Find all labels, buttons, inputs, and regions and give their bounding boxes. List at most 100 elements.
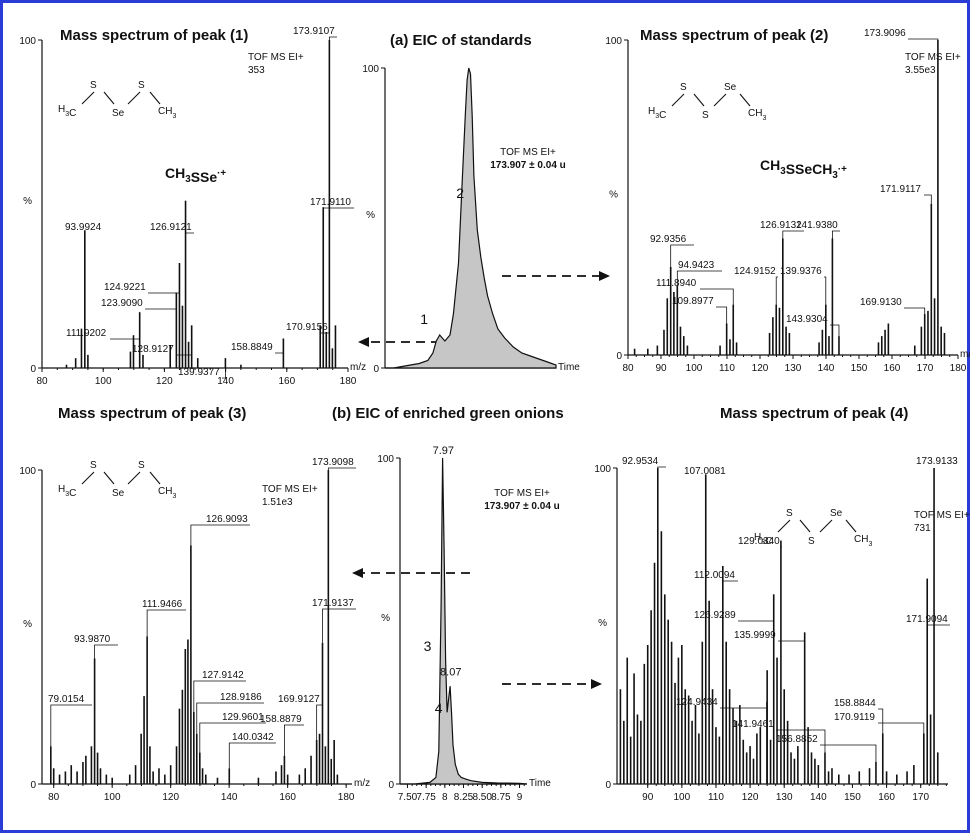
peak-label: 158.8844 xyxy=(834,698,876,709)
x-tick-label: 100 xyxy=(104,792,121,803)
structure-atom: H3C xyxy=(754,532,772,547)
peak-label: 128.9186 xyxy=(220,692,262,703)
x-tick-label: 110 xyxy=(708,792,724,803)
x-tick-label: 120 xyxy=(742,792,759,803)
y-axis-label: % xyxy=(381,613,390,624)
peak-label: 129.0340 xyxy=(738,536,780,547)
info-label: 173.907 ± 0.04 u xyxy=(490,160,566,171)
chart-p2: 0 100% 80 90 100 110 120 130 140 150 160 170 180 m/z M… xyxy=(605,27,970,374)
y-tick-label: 100 xyxy=(377,454,394,465)
chart-title: Mass spectrum of peak (1) xyxy=(60,27,248,44)
peak-label: 111.9202 xyxy=(66,328,107,339)
peak-label: 141.9461 xyxy=(732,719,774,730)
peak-leader xyxy=(185,200,194,234)
peak-leader xyxy=(824,276,827,305)
peak-label: 170.9156 xyxy=(286,322,328,333)
x-tick-label: 80 xyxy=(36,376,48,387)
structure-atom: H3C xyxy=(58,104,76,119)
peak-leader xyxy=(670,244,694,267)
peak-leader xyxy=(716,306,728,324)
peak-leader xyxy=(199,722,266,753)
peak-leader xyxy=(676,270,722,286)
peak-leader xyxy=(775,276,778,305)
peak-leader xyxy=(322,608,356,643)
arrow-head-peak-4 xyxy=(591,679,602,689)
x-axis-label: m/z xyxy=(350,362,366,373)
chromatogram-area xyxy=(385,67,557,369)
structure-bond xyxy=(799,519,811,533)
structure-formula: H3C S Se S CH3 xyxy=(58,80,176,120)
x-tick-label: 150 xyxy=(851,363,868,374)
y-axis-label: % xyxy=(23,619,32,630)
info-label: TOF MS EI+ xyxy=(500,147,556,158)
x-tick-label: 180 xyxy=(950,363,967,374)
peak-leader xyxy=(190,524,250,546)
info-label: TOF MS EI+ xyxy=(905,52,961,63)
x-tick-label: 120 xyxy=(162,792,179,803)
x-tick-label: 170 xyxy=(912,792,929,803)
peak-label: 158.8879 xyxy=(260,714,302,725)
structure-atom: H3C xyxy=(648,106,666,121)
peak-leader xyxy=(782,230,804,239)
x-tick-label: 9 xyxy=(517,792,523,803)
structure-atom: CH3 xyxy=(158,106,176,120)
peak-leader xyxy=(322,207,354,209)
x-tick-label: 130 xyxy=(785,363,802,374)
x-tick-label: 120 xyxy=(156,376,173,387)
peak-leader xyxy=(319,325,330,334)
structure-atom: S xyxy=(680,82,687,93)
y-axis-label: % xyxy=(609,190,618,201)
x-tick-label: 90 xyxy=(655,363,667,374)
peak-leader xyxy=(926,578,950,626)
structure-atom: CH3 xyxy=(158,486,176,500)
arrow-head-peak-2 xyxy=(599,271,610,281)
peak-leader xyxy=(878,722,925,734)
y-tick-label: 0 xyxy=(30,364,36,375)
structure-bond xyxy=(845,519,857,533)
peak-annotation: 3 xyxy=(424,638,432,654)
x-tick-label: 170 xyxy=(917,363,934,374)
peak-leader xyxy=(148,263,180,294)
chart-p4: 0 100% 90 100 110 120 130 140 150 160 170 Mass spec… xyxy=(594,405,970,803)
structure-formula: H3C S S Se CH3 xyxy=(754,508,872,548)
y-axis-label: % xyxy=(366,210,375,221)
x-tick-label: 140 xyxy=(221,792,238,803)
peak-leader xyxy=(176,325,193,356)
x-tick-label: 100 xyxy=(673,792,690,803)
peak-label: 129.9601 xyxy=(222,712,264,723)
x-tick-label: 8.25 xyxy=(454,792,474,803)
peak-leader xyxy=(720,701,768,709)
x-tick-label: 80 xyxy=(48,792,60,803)
peak-label: 109.8977 xyxy=(672,296,714,307)
info-label: 731 xyxy=(914,523,931,534)
x-tick-label: 110 xyxy=(719,363,735,374)
x-tick-label: 140 xyxy=(217,376,234,387)
peak-label: 79.0154 xyxy=(48,694,85,705)
peak-leader xyxy=(328,36,337,40)
x-tick-label: 160 xyxy=(878,792,895,803)
structure-atom: S xyxy=(90,80,97,91)
peak-label: 126.9132 xyxy=(760,220,802,231)
peak-leader xyxy=(924,194,932,204)
peak-label: 111.8940 xyxy=(656,278,697,289)
peak-leader xyxy=(146,609,186,637)
info-label: 1.51e3 xyxy=(262,497,293,508)
peak-label: 173.9096 xyxy=(864,28,906,39)
peak-leader xyxy=(904,307,926,315)
peak-annotation: 7.97 xyxy=(433,445,454,457)
x-tick-label: 160 xyxy=(279,792,296,803)
y-tick-label: 0 xyxy=(605,780,611,791)
peak-leader xyxy=(316,704,322,741)
peak-label: 94.9423 xyxy=(678,260,715,271)
peak-annotation: 8.07 xyxy=(440,667,461,679)
ion-label: CH3SSeCH3·+ xyxy=(760,157,847,181)
chart-title: Mass spectrum of peak (2) xyxy=(640,27,828,44)
info-label: TOF MS EI+ xyxy=(914,510,970,521)
structure-atom: CH3 xyxy=(748,108,766,122)
structure-atom: S xyxy=(138,460,145,471)
x-tick-label: 180 xyxy=(338,792,355,803)
peak-annotation: 1 xyxy=(420,311,428,327)
chart-title: Mass spectrum of peak (3) xyxy=(58,405,246,422)
structure-atom: S xyxy=(808,536,815,547)
